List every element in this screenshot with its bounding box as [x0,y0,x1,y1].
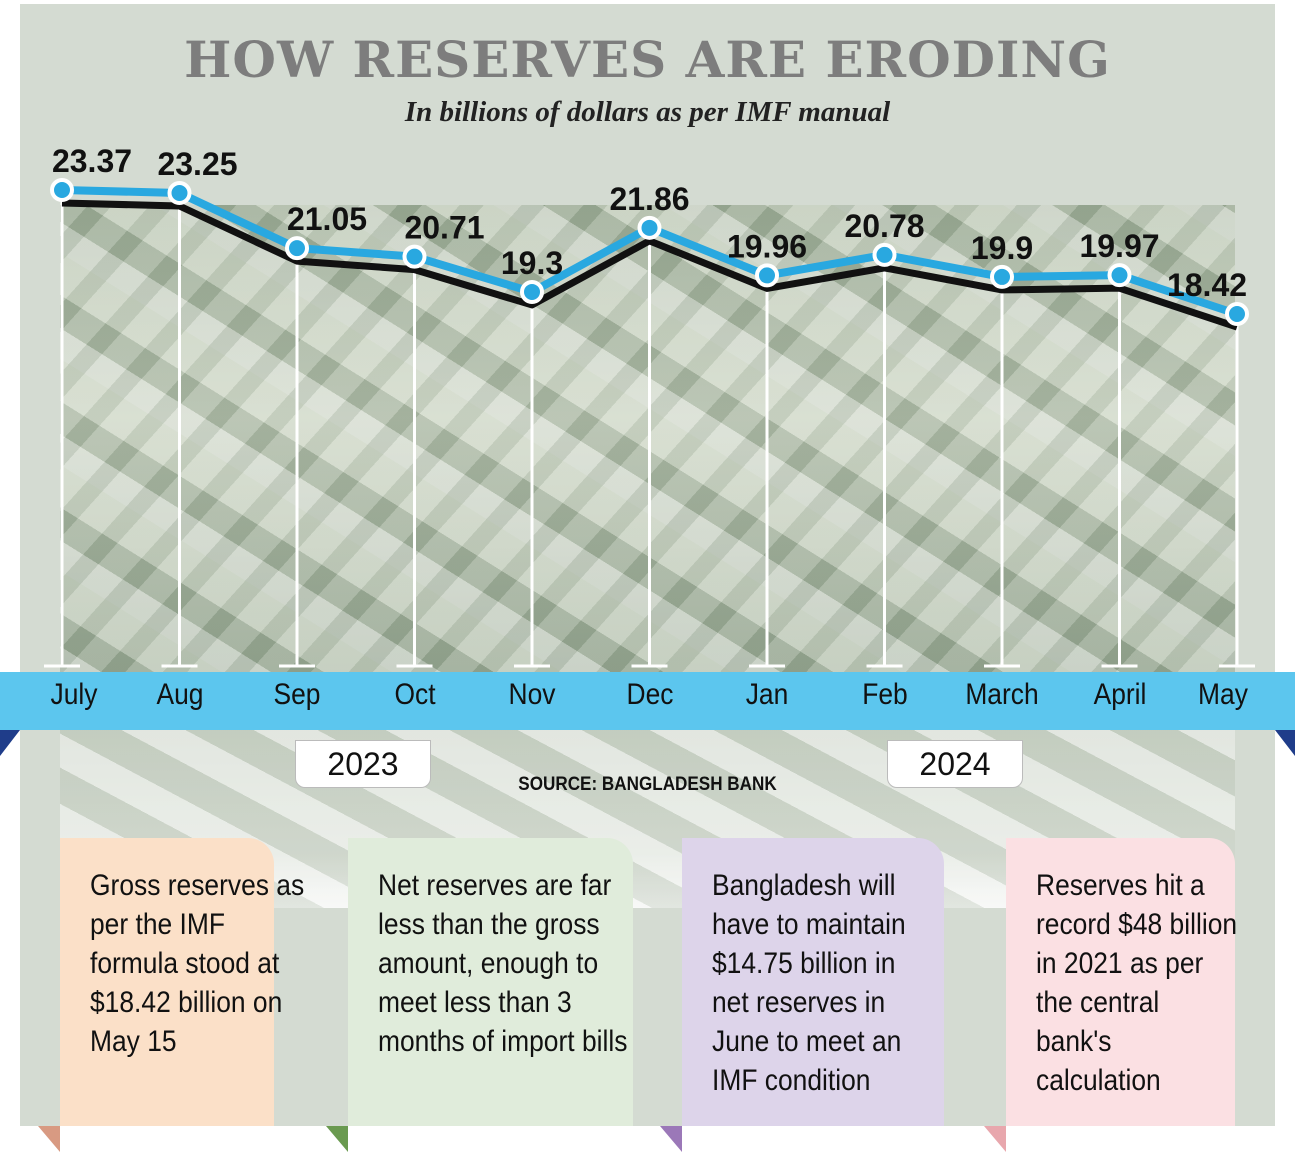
chart-title: HOW RESERVES ARE ERODING [184,30,1111,89]
month-axis-band [0,672,1295,730]
year-label-2023: 2023 [295,740,431,788]
data-label-jan: 19.96 [727,228,807,264]
month-label-nov: Nov [508,678,556,711]
data-point-march [990,264,1014,289]
chart-subtitle: In billions of dollars as per IMF manual [404,96,891,128]
data-point-oct [402,244,427,269]
note-text: Bangladesh will have to maintain $14.75 … [712,869,906,1097]
data-point-may [1225,302,1249,326]
data-point-jan [755,263,779,288]
data-label-feb: 20.78 [844,208,924,244]
data-label-march: 19.9 [971,230,1033,266]
data-point-july [50,178,74,202]
month-label-march: March [965,678,1039,711]
month-label-april: April [1093,678,1146,711]
line-chart: 23.37 23.25 21.05 20.71 19.3 21.86 19.96 20.78 1… [44,143,1255,668]
data-label-oct: 20.71 [404,210,484,246]
dollar-bills-photo [60,205,1235,677]
month-label-feb: Feb [861,678,908,711]
data-label-dec: 21.86 [609,181,689,217]
band-fold-right [1275,730,1295,756]
data-point-nov [520,279,544,304]
month-label-may: May [1198,678,1248,711]
data-point-aug [167,181,192,206]
data-label-sep: 21.05 [287,201,367,237]
note-text: Gross reserves as per the IMF formula st… [90,869,305,1058]
month-label-july: July [50,678,98,711]
data-label-april: 19.97 [1079,228,1159,264]
data-label-nov: 19.3 [501,245,563,281]
data-label-aug: 23.25 [157,146,237,182]
note-text: Net reserves are far less than the gross… [378,869,628,1058]
data-point-dec [637,215,662,240]
year-label-2024: 2024 [887,740,1023,788]
band-fold-left [0,730,20,756]
note-card-gross-reserves: Gross reserves as per the IMF formula st… [38,838,304,1152]
data-point-april [1107,263,1132,288]
month-label-oct: Oct [393,678,436,711]
card-fold [660,1126,682,1152]
data-point-feb [872,242,897,267]
data-point-sep [285,236,309,261]
month-label-sep: Sep [273,678,321,711]
month-label-aug: Aug [156,678,203,711]
note-card-imf-condition: Bangladesh will have to maintain $14.75 … [660,838,944,1152]
series-line-shadow [61,199,1239,331]
note-text: Reserves hit a record $48 billion in 202… [1036,869,1238,1097]
month-label-dec: Dec [626,678,673,711]
note-card-net-reserves: Net reserves are far less than the gross… [326,838,633,1152]
source-note: SOURCE: BANGLADESH BANK [518,774,777,795]
card-fold [326,1126,348,1152]
note-card-record-reserves: Reserves hit a record $48 billion in 202… [984,838,1238,1152]
card-fold [38,1126,60,1152]
data-label-july: 23.37 [52,143,132,179]
card-fold [984,1126,1006,1152]
data-label-may: 18.42 [1167,267,1247,303]
month-label-jan: Jan [745,678,789,711]
